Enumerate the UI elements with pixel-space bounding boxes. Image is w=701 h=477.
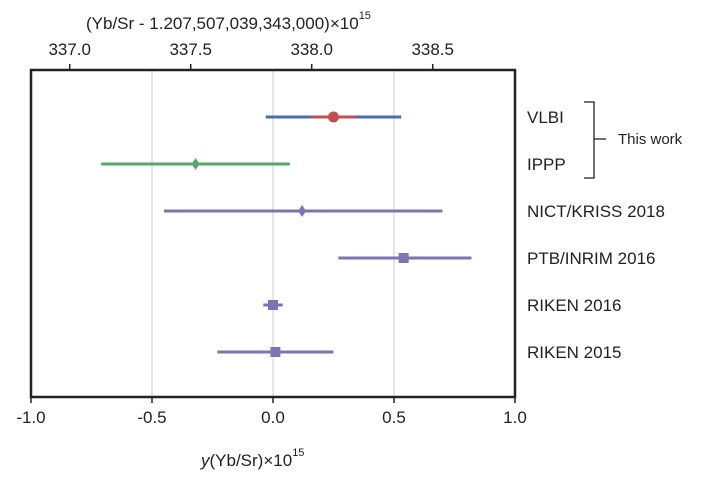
top-tick-label: 337.0 bbox=[48, 40, 91, 59]
x-axis-title: y(Yb/Sr)×1015 bbox=[200, 447, 304, 470]
top-axis: 337.0 337.5 338.0 338.5 bbox=[48, 40, 454, 70]
category-label: IPPP bbox=[527, 155, 566, 174]
x-axis-title-rest: (Yb/Sr)×10 bbox=[210, 451, 293, 470]
data-point bbox=[398, 253, 409, 263]
x-tick-label: 0.5 bbox=[382, 408, 406, 427]
x-axis-title-var: y bbox=[200, 451, 211, 470]
data-point bbox=[268, 300, 278, 310]
x-tick-label: -1.0 bbox=[16, 408, 45, 427]
top-tick-label: 337.5 bbox=[169, 40, 212, 59]
this-work-bracket bbox=[584, 101, 606, 179]
x-axis-title-sup: 15 bbox=[292, 447, 304, 459]
grid-lines bbox=[151, 70, 395, 397]
data-point bbox=[298, 205, 307, 217]
data-marks bbox=[101, 111, 472, 357]
category-label: VLBI bbox=[527, 108, 564, 127]
category-labels: VLBI IPPP NICT/KRISS 2018 PTB/INRIM 2016 RIK… bbox=[527, 108, 665, 362]
this-work-label: This work bbox=[618, 131, 683, 148]
data-point bbox=[328, 111, 339, 123]
category-label: RIKEN 2015 bbox=[527, 343, 622, 362]
top-axis-title-main: (Yb/Sr - 1.207,507,039,343,000)×10 bbox=[86, 14, 359, 33]
data-point bbox=[191, 158, 200, 170]
top-axis-title: (Yb/Sr - 1.207,507,039,343,000)×1015 bbox=[86, 10, 371, 33]
category-label: RIKEN 2016 bbox=[527, 296, 622, 315]
x-tick-label: -0.5 bbox=[137, 408, 166, 427]
category-label: PTB/INRIM 2016 bbox=[527, 249, 656, 268]
bottom-axis: -1.0 -0.5 0.0 0.5 1.0 bbox=[16, 397, 527, 427]
top-tick-label: 338.0 bbox=[290, 40, 333, 59]
top-tick-label: 338.5 bbox=[411, 40, 454, 59]
x-tick-label: 0.0 bbox=[261, 408, 285, 427]
x-tick-label: 1.0 bbox=[503, 408, 527, 427]
data-point bbox=[270, 347, 281, 357]
top-axis-title-sup: 15 bbox=[359, 10, 371, 22]
category-label: NICT/KRISS 2018 bbox=[527, 202, 665, 221]
